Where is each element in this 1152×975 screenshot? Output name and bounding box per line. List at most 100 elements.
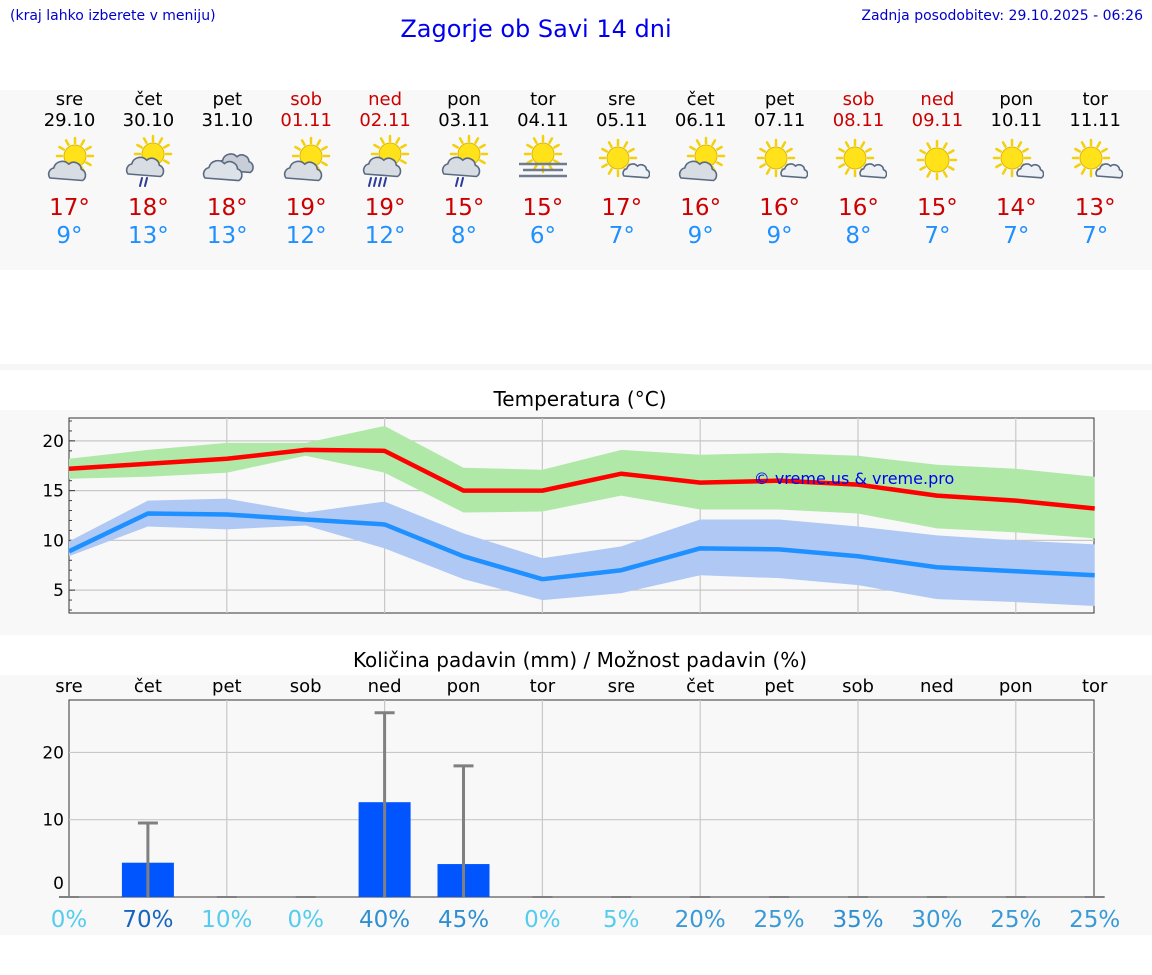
max-temperature: 15° xyxy=(443,195,485,221)
x-tick-label: sob xyxy=(842,676,874,697)
day-name: sre xyxy=(55,89,84,110)
precipitation-probability: 5% xyxy=(603,907,640,933)
precipitation-probability: 0% xyxy=(51,907,88,933)
sun-fog-icon xyxy=(518,134,567,178)
precipitation-probability: 35% xyxy=(832,907,883,933)
day-name: sob xyxy=(290,89,323,110)
day-name: čet xyxy=(134,89,163,110)
day-name: pet xyxy=(764,89,795,110)
day-date: 01.11 xyxy=(280,110,332,131)
day-name: ned xyxy=(920,89,955,110)
day-forecast: sob 08.11 16° 8° xyxy=(819,90,898,250)
day-name: ned xyxy=(368,89,403,110)
day-forecast: pon 10.11 14° 7° xyxy=(977,90,1056,250)
day-forecast: sob 01.11 19° 12° xyxy=(267,90,346,250)
divider-band xyxy=(0,364,1152,370)
precipitation-probability: 40% xyxy=(359,907,410,933)
sun-icon xyxy=(917,139,958,181)
day-date: 07.11 xyxy=(753,110,806,131)
max-temperature: 15° xyxy=(522,195,564,221)
watermark: © vreme.us & vreme.pro xyxy=(754,469,955,488)
day-name: pet xyxy=(212,89,243,110)
min-temperature: 9° xyxy=(56,223,83,249)
day-date: 30.10 xyxy=(122,110,175,131)
day-date: 05.11 xyxy=(596,110,648,131)
sun-small-cloud-icon xyxy=(598,138,650,179)
max-temperature: 16° xyxy=(680,195,722,221)
precipitation-chart-title: Količina padavin (mm) / Možnost padavin … xyxy=(352,648,808,672)
min-temperature: 7° xyxy=(1003,223,1030,249)
day-name: pon xyxy=(999,89,1034,110)
day-name: tor xyxy=(1082,89,1108,110)
x-tick-label: pon xyxy=(999,676,1033,697)
day-forecast: ned 02.11 19° 12° xyxy=(346,90,425,250)
precipitation-chart: 0 10 20 sre čet pet sob ned pon tor sre čet pet sob ne… xyxy=(42,676,1120,933)
y-tick-label: 10 xyxy=(42,531,64,551)
min-temperature: 8° xyxy=(845,223,872,249)
max-temperature: 18° xyxy=(206,195,248,221)
sun-cloud-rain-icon xyxy=(362,134,410,187)
precipitation-probability: 70% xyxy=(122,907,173,933)
day-date: 03.11 xyxy=(438,110,490,131)
day-date: 31.10 xyxy=(201,110,254,131)
day-date: 04.11 xyxy=(517,110,569,131)
min-temperature: 13° xyxy=(128,223,169,249)
day-date: 11.11 xyxy=(1069,110,1121,131)
day-date: 02.11 xyxy=(359,110,411,131)
y-tick-label: 0 xyxy=(53,874,64,894)
day-date: 06.11 xyxy=(674,110,727,131)
max-temperature: 16° xyxy=(838,195,879,221)
precipitation-probability: 30% xyxy=(911,907,962,933)
x-tick-label: ned xyxy=(920,676,954,697)
min-temperature: 8° xyxy=(450,223,478,249)
day-forecast: pet 31.10 18° 13° xyxy=(188,90,267,250)
sun-small-cloud-icon xyxy=(993,138,1045,179)
page-title: Zagorje ob Savi 14 dni xyxy=(400,15,672,43)
plot-area xyxy=(68,699,1095,898)
day-forecast: sre 29.10 17° 9° xyxy=(30,90,109,250)
x-tick-label: sob xyxy=(290,676,322,697)
day-name: tor xyxy=(530,89,556,110)
min-temperature: 7° xyxy=(924,223,951,249)
max-temperature: 13° xyxy=(1074,195,1116,221)
sun-cloud-icon xyxy=(47,136,94,182)
day-date: 29.10 xyxy=(43,110,96,131)
temperature-chart-title: Temperatura (°C) xyxy=(493,387,667,411)
precipitation-probability: 45% xyxy=(438,907,489,933)
min-temperature: 7° xyxy=(608,223,635,249)
min-temperature: 9° xyxy=(766,223,793,249)
x-tick-label: pon xyxy=(447,676,481,697)
max-temperature: 19° xyxy=(285,195,327,221)
precipitation-probability: 25% xyxy=(990,907,1041,933)
precipitation-probability: 0% xyxy=(524,907,561,933)
precipitation-probability: 20% xyxy=(675,907,726,933)
sun-cloud-drizzle-icon xyxy=(126,134,173,187)
x-tick-label: pet xyxy=(764,676,794,697)
precipitation-chart-panel: 0 10 20 sre čet pet sob ned pon tor sre čet pet sob ne… xyxy=(0,675,1152,935)
last-update-text: Zadnja posodobitev: 29.10.2025 - 06:26 xyxy=(861,8,1143,24)
sun-small-cloud-icon xyxy=(1071,138,1124,179)
min-temperature-line xyxy=(68,511,1095,582)
day-forecast: sre 05.11 17° 7° xyxy=(582,90,661,250)
max-temperature: 16° xyxy=(759,195,800,221)
y-tick-label: 20 xyxy=(42,743,64,763)
day-forecast: tor 04.11 15° 6° xyxy=(503,90,582,250)
precipitation-probability: 25% xyxy=(1069,907,1120,933)
x-tick-label: ned xyxy=(368,676,402,697)
day-forecast: pon 03.11 15° 8° xyxy=(425,90,504,250)
y-tick-label: 5 xyxy=(53,581,64,601)
y-tick-label: 20 xyxy=(42,432,64,452)
day-date: 10.11 xyxy=(990,110,1043,131)
location-menu-hint: (kraj lahko izberete v meniju) xyxy=(10,8,216,24)
x-tick-label: čet xyxy=(134,676,162,697)
min-temperature: 13° xyxy=(206,223,248,249)
sun-cloud-icon xyxy=(678,136,725,182)
max-temperature: 15° xyxy=(917,195,958,221)
min-temperature: 9° xyxy=(687,223,714,249)
max-temperature: 17° xyxy=(49,195,90,221)
x-tick-label: tor xyxy=(530,676,556,697)
max-temperature: 14° xyxy=(995,195,1037,221)
min-temperature: 12° xyxy=(364,223,406,249)
max-temperature: 17° xyxy=(601,195,643,221)
y-tick-label: 15 xyxy=(42,482,64,502)
